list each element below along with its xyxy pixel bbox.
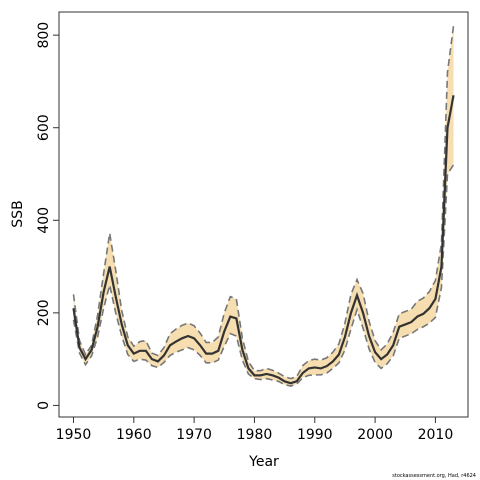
plot-frame — [58, 11, 469, 418]
y-tick-label: 0 — [36, 401, 52, 410]
x-axis-label: Year — [248, 454, 279, 470]
y-tick-label: 200 — [36, 299, 52, 326]
lower-bound-line — [72, 164, 455, 387]
x-tick-label: 1970 — [176, 427, 212, 443]
ssb-estimate-line — [72, 95, 455, 385]
x-tick-label: 1980 — [237, 427, 273, 443]
credit-text: stockassessment.org, Had, r4624 — [392, 473, 476, 479]
x-axis: 1950 1960 1970 1980 1990 2000 2010 — [56, 417, 454, 443]
y-axis: 0 200 400 600 800 — [36, 22, 59, 410]
y-tick-label: 600 — [36, 114, 52, 141]
y-tick-label: 400 — [36, 207, 52, 234]
plot-area — [72, 25, 455, 387]
upper-bound-line — [72, 25, 455, 380]
y-tick-label: 800 — [36, 22, 52, 49]
x-tick-label: 1950 — [56, 427, 92, 443]
confidence-band — [73, 25, 454, 386]
y-axis-label: SSB — [10, 200, 26, 227]
x-tick-label: 2010 — [418, 427, 454, 443]
x-tick-label: 1990 — [297, 427, 333, 443]
x-tick-label: 2000 — [357, 427, 393, 443]
x-tick-label: 1960 — [116, 427, 152, 443]
